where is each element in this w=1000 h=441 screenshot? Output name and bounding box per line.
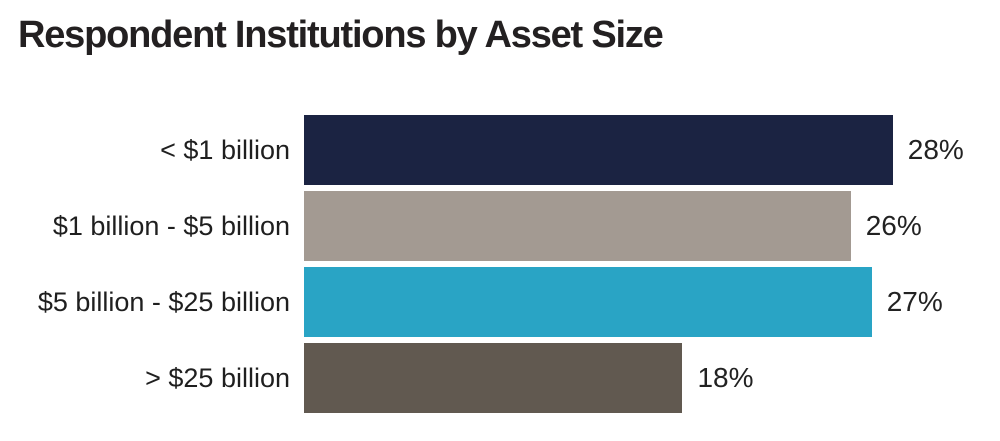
category-label: > $25 billion [145,362,290,393]
bar-area: 27% [304,267,1000,337]
category-label: < $1 billion [160,134,290,165]
value-label: 28% [907,134,964,165]
chart-bar [304,115,893,185]
value-label: 27% [886,286,943,317]
chart-title: Respondent Institutions by Asset Size [18,14,664,56]
chart-row: $1 billion - $5 billion 26% [0,191,1000,261]
value-label: 26% [865,210,922,241]
category-label: $5 billion - $25 billion [37,286,290,317]
chart-row: > $25 billion 18% [0,343,1000,413]
category-label: $1 billion - $5 billion [52,210,290,241]
chart-row: $5 billion - $25 billion 27% [0,267,1000,337]
chart-bar [304,343,683,413]
chart-bar [304,191,851,261]
bar-area: 28% [304,115,1000,185]
bar-area: 26% [304,191,1000,261]
chart-bar [304,267,872,337]
bar-area: 18% [304,343,1000,413]
bar-chart: < $1 billion 28% $1 billion - $5 billion… [0,115,1000,413]
value-label: 18% [697,362,754,393]
chart-row: < $1 billion 28% [0,115,1000,185]
